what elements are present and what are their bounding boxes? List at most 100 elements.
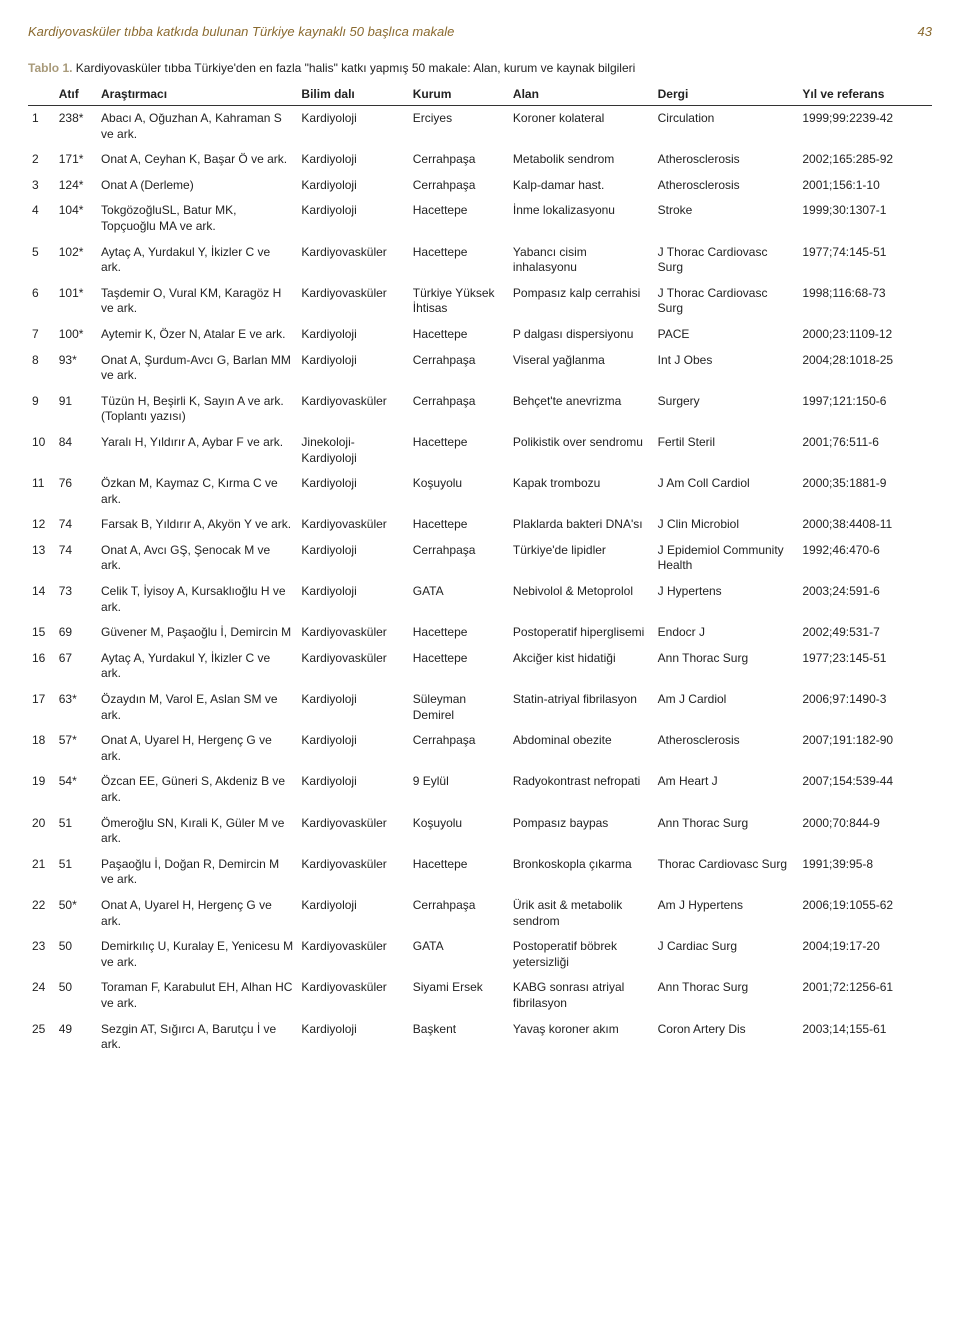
table-cell: Kardiyoloji — [297, 198, 408, 239]
table-cell: 74 — [55, 538, 97, 579]
col-atif: Atıf — [55, 83, 97, 106]
table-row: 3124*Onat A (Derleme)KardiyolojiCerrahpa… — [28, 173, 932, 199]
table-cell: 2006;19:1055-62 — [798, 893, 932, 934]
table-cell: Cerrahpaşa — [409, 728, 509, 769]
table-row: 991Tüzün H, Beşirli K, Sayın A ve ark. (… — [28, 389, 932, 430]
table-cell: Güvener M, Paşaoğlu İ, Demircin M — [97, 620, 297, 646]
table-cell: İnme lokalizasyonu — [509, 198, 654, 239]
table-cell: Özcan EE, Güneri S, Akdeniz B ve ark. — [97, 769, 297, 810]
table-cell: 1992;46:470-6 — [798, 538, 932, 579]
table-cell: Cerrahpaşa — [409, 893, 509, 934]
table-cell: Am Heart J — [654, 769, 799, 810]
table-cell: 50 — [55, 975, 97, 1016]
table-row: 1274Farsak B, Yıldırır A, Akyön Y ve ark… — [28, 512, 932, 538]
table-cell: Onat A, Uyarel H, Hergenç G ve ark. — [97, 893, 297, 934]
table-cell: Kardiyovasküler — [297, 389, 408, 430]
col-dergi: Dergi — [654, 83, 799, 106]
table-row: 1473Celik T, İyisoy A, Kursaklıoğlu H ve… — [28, 579, 932, 620]
table-cell: 22 — [28, 893, 55, 934]
table-cell: Am J Cardiol — [654, 687, 799, 728]
table-cell: TokgözoğluSL, Batur MK, Topçuoğlu MA ve … — [97, 198, 297, 239]
table-cell: Hacettepe — [409, 240, 509, 281]
table-cell: J Thorac Cardiovasc Surg — [654, 240, 799, 281]
table-cell: Onat A, Şurdum-Avcı G, Barlan MM ve ark. — [97, 348, 297, 389]
table-cell: Başkent — [409, 1017, 509, 1058]
table-title: Tablo 1. Kardiyovasküler tıbba Türkiye'd… — [28, 61, 932, 75]
table-cell: Siyami Ersek — [409, 975, 509, 1016]
table-cell: Ann Thorac Surg — [654, 811, 799, 852]
table-cell: Koşuyolu — [409, 811, 509, 852]
running-header: Kardiyovasküler tıbba katkıda bulunan Tü… — [28, 24, 932, 39]
table-cell: 171* — [55, 147, 97, 173]
table-cell: Onat A, Uyarel H, Hergenç G ve ark. — [97, 728, 297, 769]
table-cell: Hacettepe — [409, 198, 509, 239]
running-title: Kardiyovasküler tıbba katkıda bulunan Tü… — [28, 24, 454, 39]
table-cell: Polikistik over sendromu — [509, 430, 654, 471]
table-cell: J Hypertens — [654, 579, 799, 620]
table-row: 1176Özkan M, Kaymaz C, Kırma C ve ark.Ka… — [28, 471, 932, 512]
table-cell: Kapak trombozu — [509, 471, 654, 512]
table-row: 2450Toraman F, Karabulut EH, Alhan HC ve… — [28, 975, 932, 1016]
table-cell: Pompasız baypas — [509, 811, 654, 852]
table-cell: 84 — [55, 430, 97, 471]
table-cell: 102* — [55, 240, 97, 281]
table-row: 1763*Özaydın M, Varol E, Aslan SM ve ark… — [28, 687, 932, 728]
table-cell: 51 — [55, 811, 97, 852]
table-cell: 21 — [28, 852, 55, 893]
table-cell: Tüzün H, Beşirli K, Sayın A ve ark. (Top… — [97, 389, 297, 430]
table-cell: 2 — [28, 147, 55, 173]
table-cell: Circulation — [654, 106, 799, 148]
table-cell: Kardiyoloji — [297, 893, 408, 934]
table-cell: Hacettepe — [409, 512, 509, 538]
table-cell: Coron Artery Dis — [654, 1017, 799, 1058]
table-cell: 16 — [28, 646, 55, 687]
table-cell: Cerrahpaşa — [409, 538, 509, 579]
table-cell: 2006;97:1490-3 — [798, 687, 932, 728]
table-cell: Özaydın M, Varol E, Aslan SM ve ark. — [97, 687, 297, 728]
table-cell: Sezgin AT, Sığırcı A, Barutçu İ ve ark. — [97, 1017, 297, 1058]
table-cell: Onat A, Avcı GŞ, Şenocak M ve ark. — [97, 538, 297, 579]
table-cell: Kardiyovasküler — [297, 975, 408, 1016]
table-cell: Hacettepe — [409, 322, 509, 348]
table-cell: Kardiyoloji — [297, 106, 408, 148]
table-cell: Kardiyoloji — [297, 579, 408, 620]
table-cell: Thorac Cardiovasc Surg — [654, 852, 799, 893]
table-row: 2350Demirkılıç U, Kuralay E, Yenicesu M … — [28, 934, 932, 975]
table-cell: Kardiyovasküler — [297, 934, 408, 975]
table-cell: 2000;23:1109-12 — [798, 322, 932, 348]
table-cell: 9 Eylül — [409, 769, 509, 810]
table-cell: Türkiye Yüksek İhtisas — [409, 281, 509, 322]
table-cell: Özkan M, Kaymaz C, Kırma C ve ark. — [97, 471, 297, 512]
table-cell: 2007;154:539-44 — [798, 769, 932, 810]
table-cell: Aytemir K, Özer N, Atalar E ve ark. — [97, 322, 297, 348]
table-cell: Kardiyoloji — [297, 322, 408, 348]
table-cell: Kalp-damar hast. — [509, 173, 654, 199]
table-cell: 2001;72:1256-61 — [798, 975, 932, 1016]
table-cell: Yavaş koroner akım — [509, 1017, 654, 1058]
table-cell: 50* — [55, 893, 97, 934]
table-cell: GATA — [409, 934, 509, 975]
table-cell: GATA — [409, 579, 509, 620]
table-cell: J Epidemiol Community Health — [654, 538, 799, 579]
table-cell: 76 — [55, 471, 97, 512]
table-cell: Koşuyolu — [409, 471, 509, 512]
table-cell: Kardiyovasküler — [297, 281, 408, 322]
table-cell: Yabancı cisim inhalasyonu — [509, 240, 654, 281]
table-cell: Endocr J — [654, 620, 799, 646]
table-cell: 69 — [55, 620, 97, 646]
table-row: 7100*Aytemir K, Özer N, Atalar E ve ark.… — [28, 322, 932, 348]
table-cell: Kardiyoloji — [297, 687, 408, 728]
table-cell: Plaklarda bakteri DNA'sı — [509, 512, 654, 538]
table-header-row: Atıf Araştırmacı Bilim dalı Kurum Alan D… — [28, 83, 932, 106]
table-cell: KABG sonrası atriyal fibrilasyon — [509, 975, 654, 1016]
table-number: Tablo 1. — [28, 61, 72, 75]
table-cell: 2004;19:17-20 — [798, 934, 932, 975]
table-cell: Türkiye'de lipidler — [509, 538, 654, 579]
table-cell: Kardiyoloji — [297, 769, 408, 810]
table-cell: Yaralı H, Yıldırır A, Aybar F ve ark. — [97, 430, 297, 471]
table-cell: Ann Thorac Surg — [654, 975, 799, 1016]
table-cell: 18 — [28, 728, 55, 769]
table-cell: 4 — [28, 198, 55, 239]
col-bilim: Bilim dalı — [297, 83, 408, 106]
table-cell: Cerrahpaşa — [409, 147, 509, 173]
